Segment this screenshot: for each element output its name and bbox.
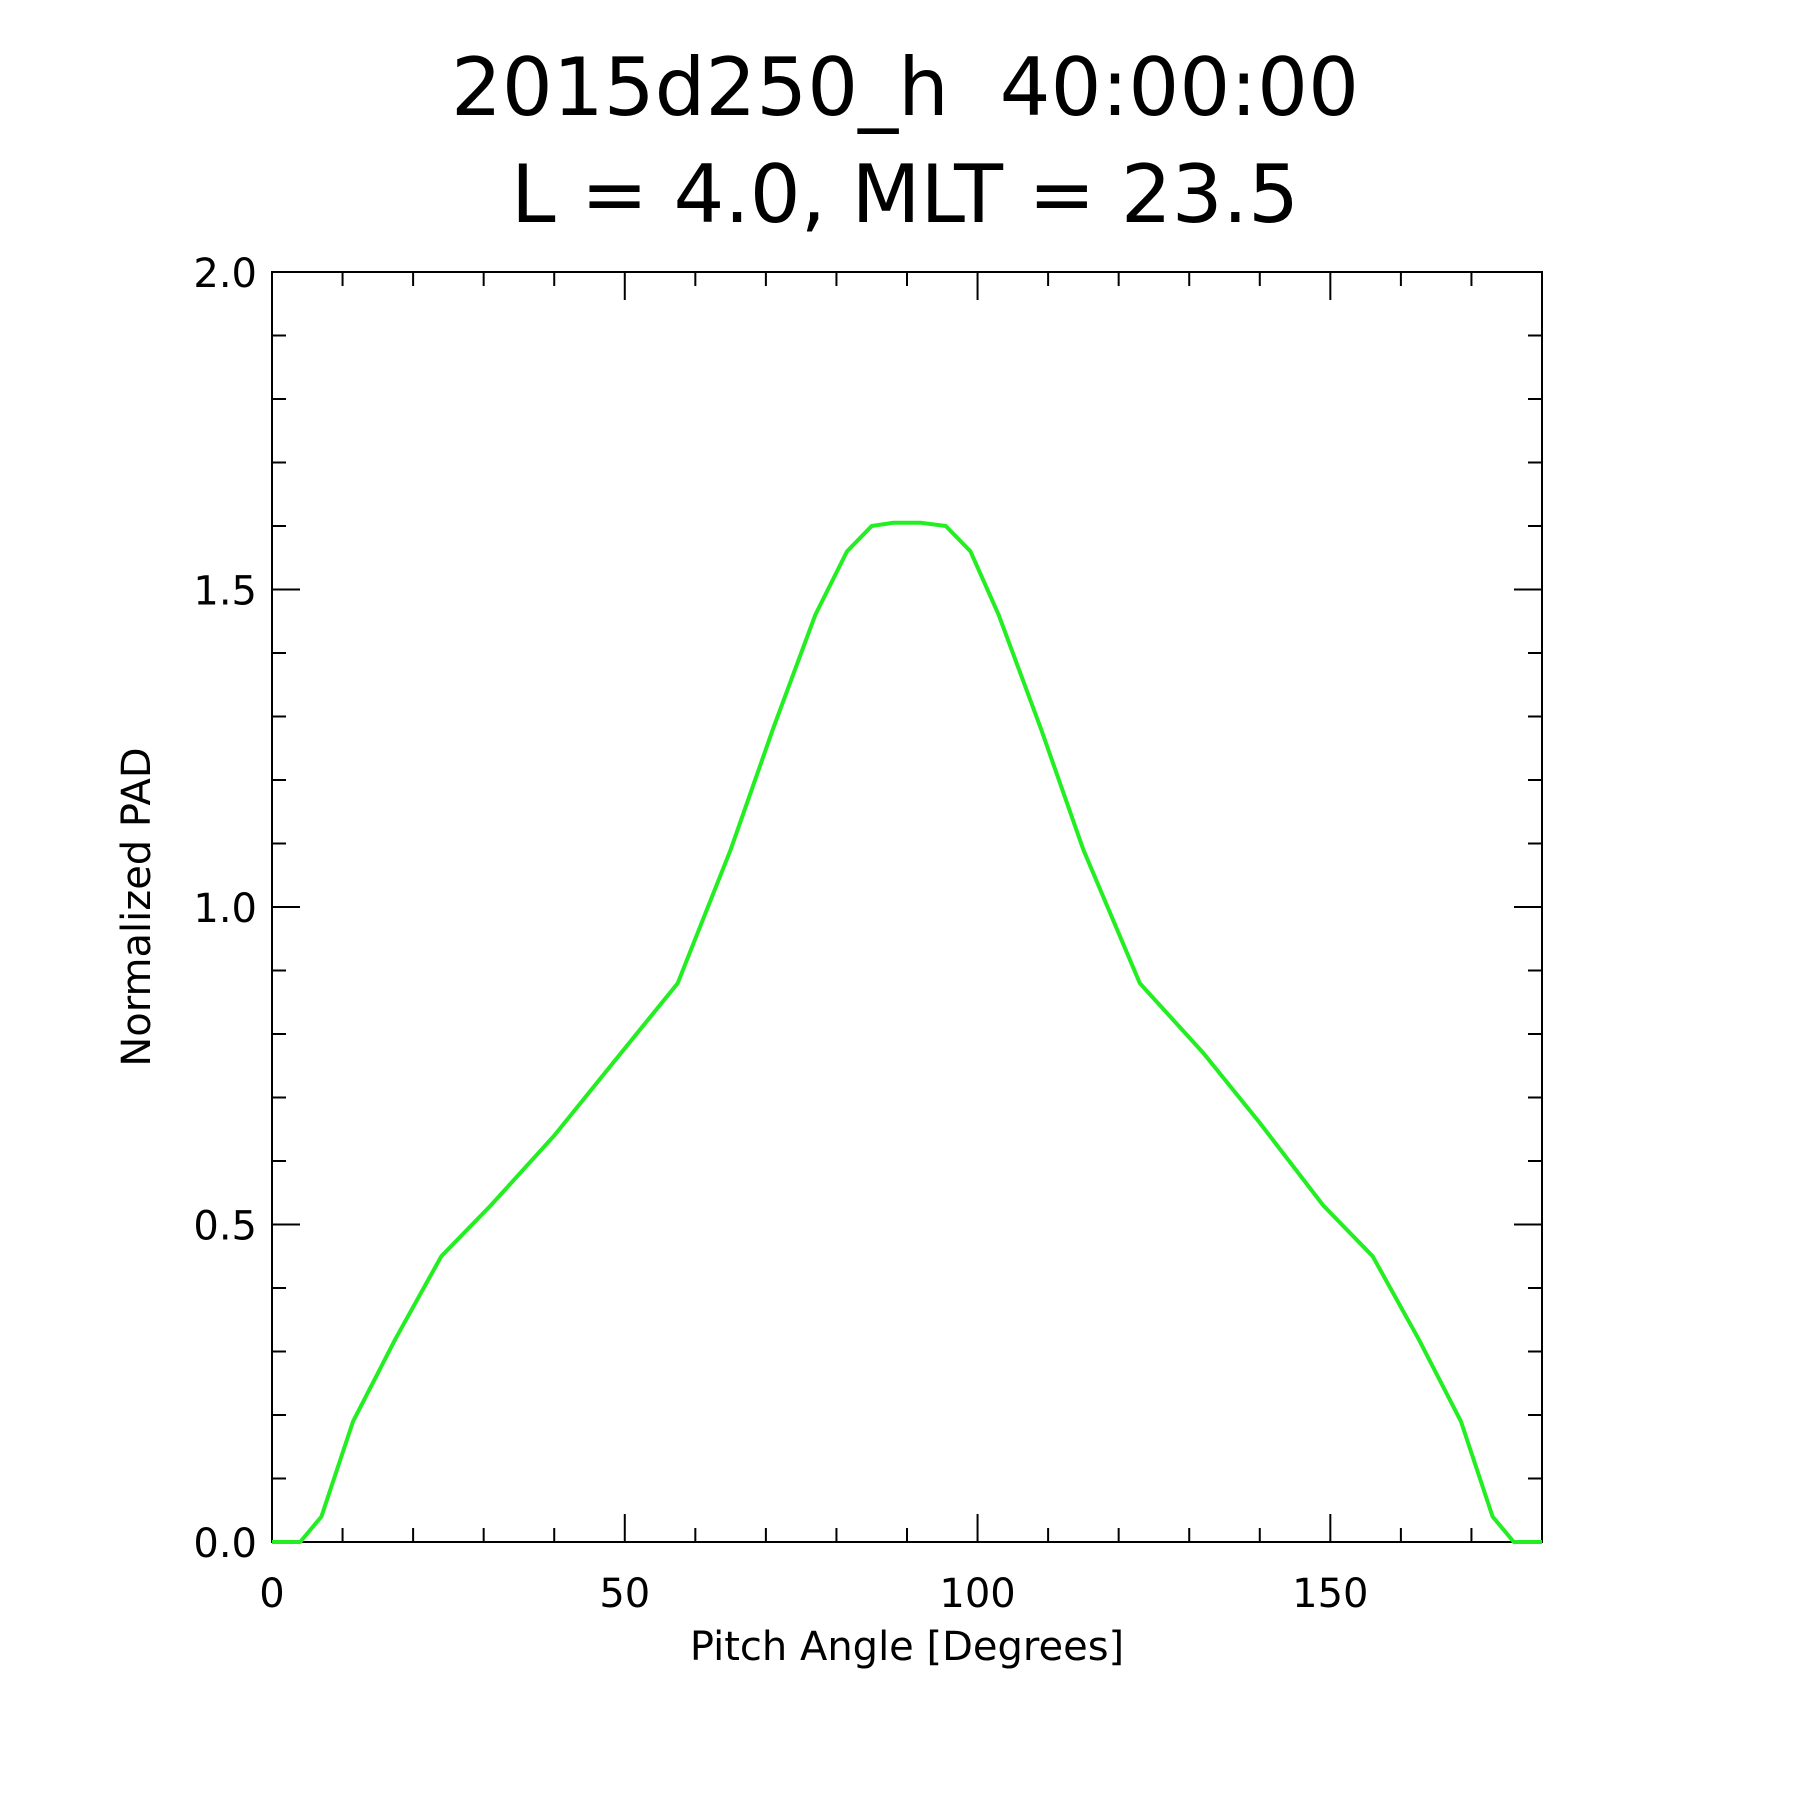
y-axis-label: Normalized PAD bbox=[114, 747, 160, 1066]
chart-subtitle: L = 4.0, MLT = 23.5 bbox=[511, 148, 1299, 241]
chart-title: 2015d250_h 40:00:00 bbox=[451, 41, 1359, 134]
x-tick-labels: 0 50 100 150 bbox=[259, 1571, 1368, 1617]
x-tick-label: 150 bbox=[1292, 1571, 1368, 1617]
y-tick-label: 0.0 bbox=[193, 1521, 257, 1567]
y-tick-label: 2.0 bbox=[193, 251, 257, 297]
x-tick-label: 0 bbox=[259, 1571, 284, 1617]
x-axis-label: Pitch Angle [Degrees] bbox=[690, 1624, 1124, 1670]
x-tick-label: 50 bbox=[599, 1571, 650, 1617]
y-tick-label: 1.0 bbox=[193, 886, 257, 932]
series-layer bbox=[272, 520, 1542, 1544]
y-tick-labels: 0.0 0.5 1.0 1.5 2.0 bbox=[193, 251, 257, 1567]
series-line-1 bbox=[272, 520, 1542, 1544]
y-tick-label: 1.5 bbox=[193, 569, 257, 615]
plot-frame bbox=[271, 271, 1543, 1543]
y-tick-label: 0.5 bbox=[193, 1204, 257, 1250]
x-tick-label: 100 bbox=[939, 1571, 1015, 1617]
axis-ticks bbox=[271, 271, 1543, 1543]
